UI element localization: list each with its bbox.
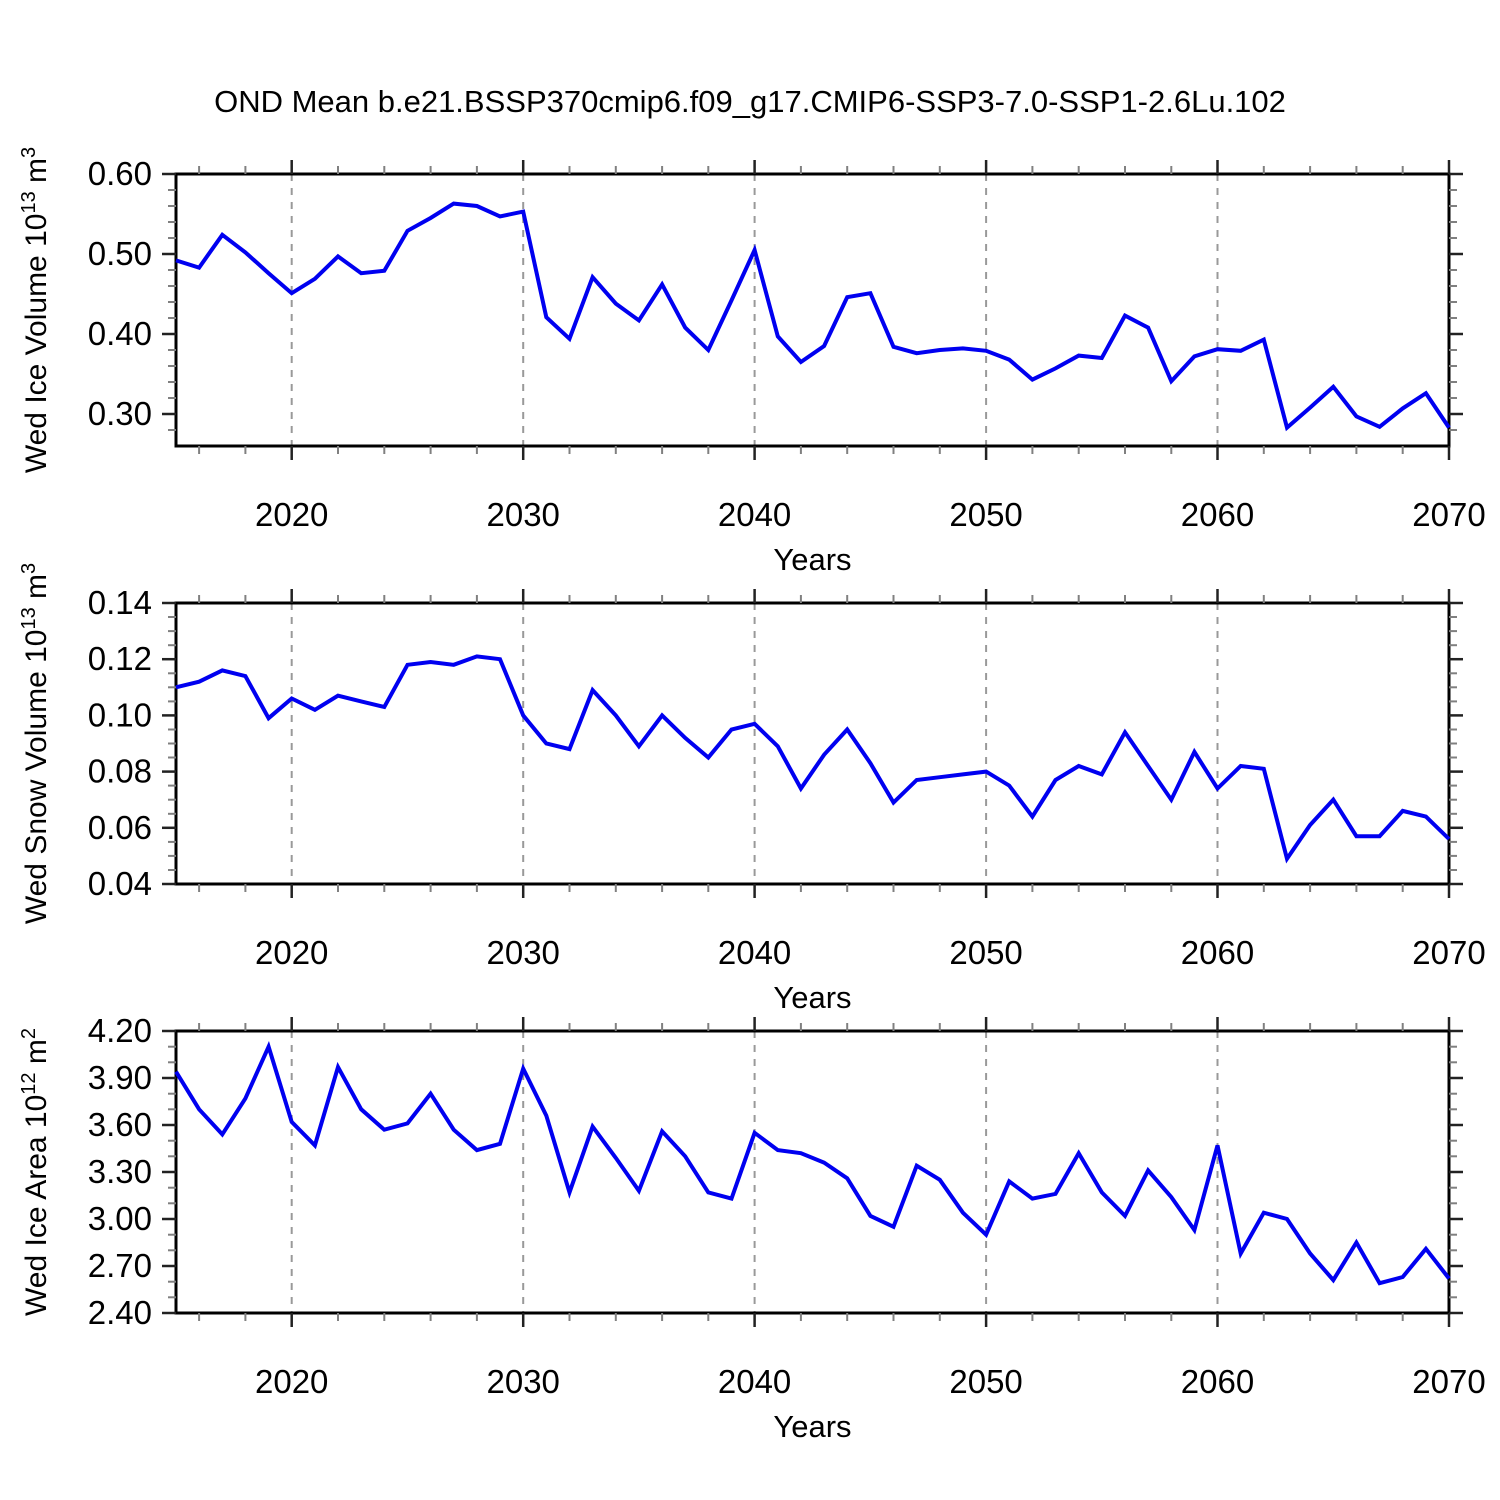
y-tick-label-0.40: 0.40 <box>88 315 152 352</box>
x-tick-label-2070: 2070 <box>1412 496 1485 533</box>
x-tick-label-2030: 2030 <box>486 1363 559 1400</box>
gridlines <box>290 603 1219 884</box>
gridlines <box>290 1031 1219 1313</box>
x-tick-label-2040: 2040 <box>718 496 791 533</box>
panel-wed-ice-volume: 2020 2030 2040 2050 2060 2070 0.30 0.40 0.50 0.60… <box>18 147 1486 577</box>
y-tick-label-3.30: 3.30 <box>88 1153 152 1190</box>
plot-box <box>174 1029 1451 1315</box>
y-tick-label-0.30: 0.30 <box>88 395 152 432</box>
x-axis-label: Years <box>773 1409 851 1444</box>
x-axis-label: Years <box>773 980 851 1015</box>
gridlines <box>290 174 1219 446</box>
y-tick-label-0.50: 0.50 <box>88 235 152 272</box>
y-tick-label-3.00: 3.00 <box>88 1200 152 1237</box>
panel-wed-ice-area: 2020 2030 2040 2050 2060 2070 2.40 2.70 3.00 3.30… <box>18 1012 1486 1444</box>
y-tick-label-3.90: 3.90 <box>88 1059 152 1096</box>
plot-box <box>174 601 1451 886</box>
x-ticks <box>198 1017 1451 1327</box>
y-tick-label-3.60: 3.60 <box>88 1106 152 1143</box>
x-tick-label-2020: 2020 <box>255 496 328 533</box>
x-tick-label-2040: 2040 <box>718 1363 791 1400</box>
x-tick-label-2040: 2040 <box>718 934 791 971</box>
plot-box <box>174 172 1451 448</box>
y-tick-label-2.40: 2.40 <box>88 1294 152 1331</box>
y-axis-label: Wed Snow Volume 1013 m3 <box>18 563 53 924</box>
x-tick-label-2020: 2020 <box>255 934 328 971</box>
y-axis-label: Wed Ice Area 1012 m2 <box>18 1028 53 1316</box>
y-tick-label-0.10: 0.10 <box>88 696 152 733</box>
x-tick-label-2060: 2060 <box>1181 1363 1254 1400</box>
series-line <box>174 1041 1451 1286</box>
y-tick-label-2.70: 2.70 <box>88 1247 152 1284</box>
x-tick-label-2020: 2020 <box>255 1363 328 1400</box>
y-ticks <box>162 1029 1463 1315</box>
series-line <box>175 201 1451 432</box>
y-ticks <box>162 601 1463 886</box>
y-axis-label: Wed Ice Volume 1013 m3 <box>18 147 53 473</box>
y-tick-label-0.06: 0.06 <box>88 809 152 846</box>
x-tick-label-2060: 2060 <box>1181 934 1254 971</box>
series-line <box>175 654 1451 864</box>
y-tick-label-0.60: 0.60 <box>88 155 152 192</box>
x-tick-label-2070: 2070 <box>1412 934 1485 971</box>
y-tick-label-0.08: 0.08 <box>88 753 152 790</box>
y-ticks <box>162 172 1463 431</box>
x-tick-label-2050: 2050 <box>949 496 1022 533</box>
x-ticks <box>198 160 1451 460</box>
x-tick-label-2050: 2050 <box>949 1363 1022 1400</box>
x-tick-label-2030: 2030 <box>486 496 559 533</box>
y-tick-label-0.14: 0.14 <box>88 584 152 621</box>
y-tick-label-0.04: 0.04 <box>88 865 152 902</box>
x-tick-label-2060: 2060 <box>1181 496 1254 533</box>
x-tick-label-2070: 2070 <box>1412 1363 1485 1400</box>
chart-title: OND Mean b.e21.BSSP370cmip6.f09_g17.CMIP… <box>214 84 1286 119</box>
panel-wed-snow-volume: 2020 2030 2040 2050 2060 2070 0.04 0.06 0.08 0.10… <box>18 563 1486 1015</box>
y-tick-label-4.20: 4.20 <box>88 1012 152 1049</box>
y-tick-label-0.12: 0.12 <box>88 640 152 677</box>
x-tick-label-2050: 2050 <box>949 934 1022 971</box>
x-axis-label: Years <box>773 542 851 577</box>
x-ticks <box>198 589 1451 898</box>
x-tick-label-2030: 2030 <box>486 934 559 971</box>
